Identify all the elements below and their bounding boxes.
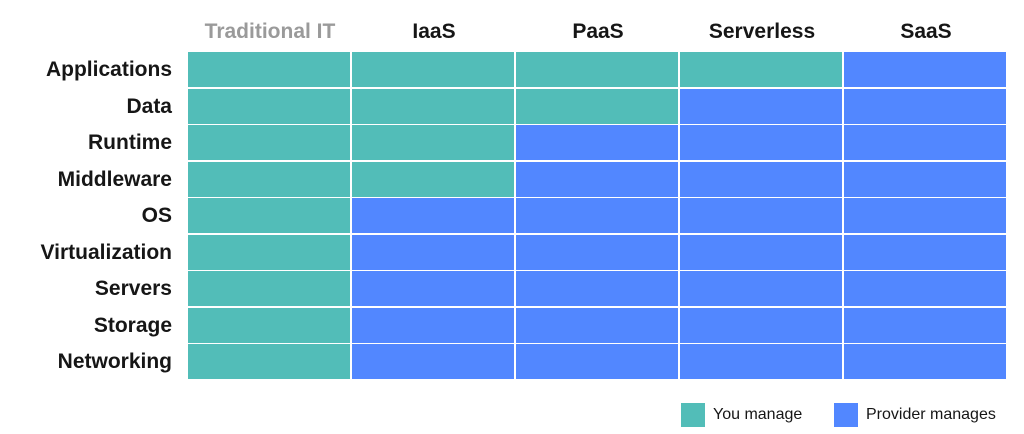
cell-storage-traditional-it <box>188 307 352 345</box>
matrix-grid <box>188 52 1008 381</box>
cell-networking-serverless <box>680 344 844 381</box>
row-label-runtime: Runtime <box>88 131 172 154</box>
cell-virtualization-paas <box>516 234 680 272</box>
cell-applications-iaas <box>352 52 516 89</box>
legend-label-provider: Provider manages <box>866 406 996 423</box>
legend-label-you: You manage <box>713 406 803 423</box>
cell-runtime-traditional-it <box>188 125 352 162</box>
row-label-servers: Servers <box>94 277 172 300</box>
row-label-os: OS <box>141 204 172 227</box>
cell-data-serverless <box>680 88 844 126</box>
cell-applications-serverless <box>680 52 844 89</box>
legend-you-manage: You manage <box>681 403 802 427</box>
cell-os-serverless <box>680 198 844 235</box>
row-label-data: Data <box>126 94 172 118</box>
cell-virtualization-serverless <box>680 234 844 272</box>
cell-virtualization-iaas <box>352 234 516 272</box>
legend-provider-manages: Provider manages <box>834 403 996 427</box>
cell-applications-saas <box>844 52 1008 89</box>
cell-runtime-iaas <box>352 125 516 162</box>
cell-data-traditional-it <box>188 88 352 126</box>
cell-os-iaas <box>352 198 516 235</box>
cell-applications-paas <box>516 52 680 89</box>
cell-servers-paas <box>516 271 680 308</box>
cell-virtualization-saas <box>844 234 1008 272</box>
column-header-iaas: IaaS <box>412 20 456 43</box>
cell-networking-traditional-it <box>188 344 352 381</box>
cell-networking-iaas <box>352 344 516 381</box>
cell-middleware-iaas <box>352 161 516 199</box>
row-label-applications: Applications <box>45 58 172 81</box>
cell-storage-serverless <box>680 307 844 345</box>
legend-swatch-you <box>681 403 705 427</box>
cell-servers-traditional-it <box>188 271 352 308</box>
column-header-saas: SaaS <box>900 20 952 43</box>
row-label-storage: Storage <box>93 313 172 337</box>
cell-os-paas <box>516 198 680 235</box>
cell-middleware-traditional-it <box>188 161 352 199</box>
cell-os-saas <box>844 198 1008 235</box>
column-header-traditional-it: Traditional IT <box>204 20 336 43</box>
cell-storage-iaas <box>352 307 516 345</box>
row-label-virtualization: Virtualization <box>40 240 172 264</box>
cell-middleware-saas <box>844 161 1008 199</box>
cell-runtime-saas <box>844 125 1008 162</box>
cell-storage-paas <box>516 307 680 345</box>
cell-networking-saas <box>844 344 1008 381</box>
cell-runtime-serverless <box>680 125 844 162</box>
legend-swatch-provider <box>834 403 858 427</box>
cell-data-saas <box>844 88 1008 126</box>
cell-virtualization-traditional-it <box>188 234 352 272</box>
cell-data-iaas <box>352 88 516 126</box>
cell-storage-saas <box>844 307 1008 345</box>
cell-data-paas <box>516 88 680 126</box>
cell-middleware-serverless <box>680 161 844 199</box>
cell-applications-traditional-it <box>188 52 352 89</box>
cell-middleware-paas <box>516 161 680 199</box>
cell-runtime-paas <box>516 125 680 162</box>
cell-servers-iaas <box>352 271 516 308</box>
column-header-serverless: Serverless <box>708 20 816 43</box>
column-header-paas: PaaS <box>572 20 624 43</box>
cell-os-traditional-it <box>188 198 352 235</box>
row-label-networking: Networking <box>57 350 172 373</box>
cell-networking-paas <box>516 344 680 381</box>
cell-servers-saas <box>844 271 1008 308</box>
cell-servers-serverless <box>680 271 844 308</box>
row-label-middleware: Middleware <box>57 167 172 191</box>
